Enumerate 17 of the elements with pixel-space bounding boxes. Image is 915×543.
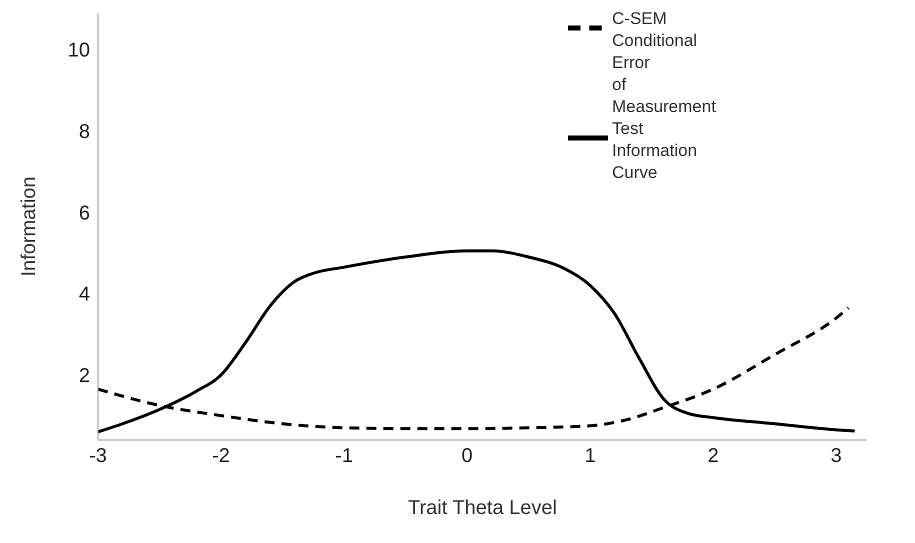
x-tick-label: 0 (462, 445, 473, 468)
x-tick-label: -3 (89, 445, 107, 468)
y-tick-label: 8 (78, 121, 90, 144)
y-tick-label: 2 (78, 365, 90, 388)
y-tick-label: 6 (78, 202, 90, 224)
y-tick-label: 4 (78, 284, 90, 306)
x-axis-title: Trait Theta Level (408, 497, 557, 520)
x-tick-label: -1 (335, 445, 353, 468)
x-tick-label: 2 (708, 445, 719, 468)
legend-label: Test Information Curve (612, 118, 698, 184)
line-series (98, 249, 856, 434)
x-tick-label: 1 (584, 445, 596, 468)
y-axis-title: Information (18, 176, 40, 277)
y-tick-label: 10 (68, 40, 90, 62)
legend-label: C-SEM Conditional Error of Measurement (612, 8, 716, 118)
x-tick-label: -2 (212, 445, 230, 468)
x-tick-label: 3 (830, 445, 842, 468)
